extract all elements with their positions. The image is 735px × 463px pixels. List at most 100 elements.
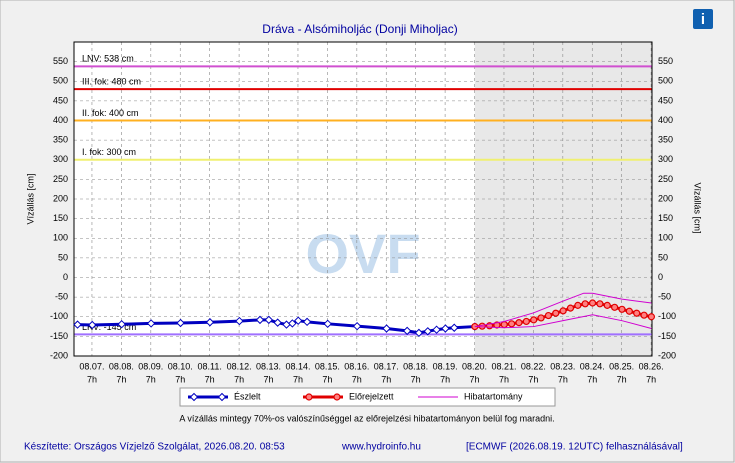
- marker: [255, 315, 265, 325]
- marker: [305, 393, 313, 401]
- x-tick-hour: 7h: [528, 374, 538, 384]
- y2-tick-label: 0: [658, 272, 663, 282]
- marker: [450, 323, 459, 332]
- marker: [596, 300, 604, 308]
- marker: [73, 320, 82, 329]
- y2-axis-label: Vízállás [cm]: [693, 182, 703, 233]
- x-tick-hour: 7h: [205, 374, 215, 384]
- info-icon[interactable]: i: [701, 11, 705, 28]
- y-tick-label: 50: [58, 252, 68, 262]
- y-tick-label: 250: [53, 174, 68, 184]
- y2-tick-label: 250: [658, 174, 673, 184]
- marker: [574, 301, 582, 309]
- x-tick-hour: 7h: [175, 374, 185, 384]
- x-tick-label: 08.21.: [491, 361, 516, 371]
- x-tick-hour: 7h: [234, 374, 244, 384]
- marker: [559, 307, 567, 315]
- y2-tick-label: -100: [658, 311, 676, 321]
- x-tick-label: 08.18.: [403, 361, 428, 371]
- marker: [640, 311, 648, 319]
- threshold-label: II. fok: 400 cm: [82, 108, 139, 118]
- marker: [273, 318, 282, 327]
- marker: [288, 319, 297, 328]
- y2-tick-label: 550: [658, 56, 673, 66]
- legend-item: Észlelt: [188, 391, 261, 401]
- y-tick-label: 500: [53, 76, 68, 86]
- x-tick-label: 08.20.: [462, 361, 487, 371]
- y-tick-label: 0: [63, 272, 68, 282]
- y2-tick-label: -200: [658, 350, 676, 360]
- marker: [294, 316, 303, 325]
- footer-text: [ECMWF (2026.08.19. 12UTC) felhasználásá…: [466, 442, 683, 453]
- info-button[interactable]: [693, 9, 713, 29]
- marker: [603, 301, 611, 309]
- x-tick-hour: 7h: [470, 374, 480, 384]
- y2-tick-label: 450: [658, 95, 673, 105]
- marker: [333, 393, 341, 401]
- plot-border: [73, 41, 653, 357]
- y2-tick-label: 500: [658, 76, 673, 86]
- legend-item: Hibatartomány: [418, 391, 523, 401]
- x-tick-hour: 7h: [322, 374, 332, 384]
- x-tick-label: 08.13.: [256, 361, 281, 371]
- y2-tick-label: 150: [658, 213, 673, 223]
- x-tick-hour: 7h: [617, 374, 627, 384]
- y-tick-label: 100: [53, 233, 68, 243]
- marker: [588, 299, 597, 307]
- y-tick-label: -50: [55, 292, 68, 302]
- legend-label: Hibatartomány: [464, 391, 523, 401]
- marker: [611, 303, 619, 311]
- y-tick-label: 300: [53, 154, 68, 164]
- marker: [88, 320, 97, 330]
- x-tick-label: 08.25.: [609, 361, 634, 371]
- marker: [205, 318, 215, 327]
- x-tick-label: 08.17.: [374, 361, 399, 371]
- y2-tick-label: 200: [658, 193, 673, 203]
- x-tick-label: 08.08.: [109, 361, 134, 371]
- x-tick-hour: 7h: [381, 374, 391, 384]
- threshold-label: LNV: 538 cm: [82, 54, 134, 64]
- marker: [633, 309, 641, 317]
- x-tick-hour: 7h: [352, 374, 362, 384]
- marker: [176, 318, 185, 328]
- marker: [552, 309, 560, 317]
- marker: [515, 319, 523, 327]
- marker: [625, 307, 633, 315]
- y-tick-label: -200: [50, 350, 68, 360]
- marker: [508, 320, 516, 328]
- x-tick-label: 08.15.: [315, 361, 340, 371]
- x-tick-hour: 7h: [116, 374, 126, 384]
- chart-title: Dráva - Alsómiholjác (Donji Miholjac): [262, 22, 457, 36]
- marker: [432, 325, 441, 334]
- y-tick-label: 400: [53, 115, 68, 125]
- legend-item: Előrejelzett: [303, 391, 394, 401]
- x-tick-label: 08.11.: [197, 361, 221, 371]
- x-tick-hour: 7h: [87, 374, 97, 384]
- marker: [647, 313, 656, 321]
- note: A vízállás mintegy 70%-os valószínűségge…: [179, 413, 554, 423]
- marker: [423, 327, 432, 336]
- x-tick-hour: 7h: [293, 374, 303, 384]
- watermark: OVF: [305, 222, 420, 285]
- y-tick-label: -100: [50, 311, 68, 321]
- marker: [522, 317, 530, 326]
- x-tick-label: 08.24.: [580, 361, 605, 371]
- marker: [441, 324, 450, 333]
- legend-label: Észlelt: [234, 391, 261, 401]
- marker: [302, 317, 312, 327]
- x-tick-hour: 7h: [146, 374, 156, 384]
- marker: [217, 392, 227, 402]
- x-tick-hour: 7h: [646, 374, 656, 384]
- marker: [581, 300, 589, 308]
- marker: [530, 316, 538, 324]
- y-tick-label: -150: [50, 331, 68, 341]
- y2-tick-label: 350: [658, 135, 673, 145]
- x-tick-hour: 7h: [558, 374, 568, 384]
- x-tick-label: 08.10.: [168, 361, 193, 371]
- y2-tick-label: -150: [658, 331, 676, 341]
- x-tick-label: 08.19.: [433, 361, 458, 371]
- x-tick-hour: 7h: [499, 374, 509, 384]
- marker: [544, 311, 553, 320]
